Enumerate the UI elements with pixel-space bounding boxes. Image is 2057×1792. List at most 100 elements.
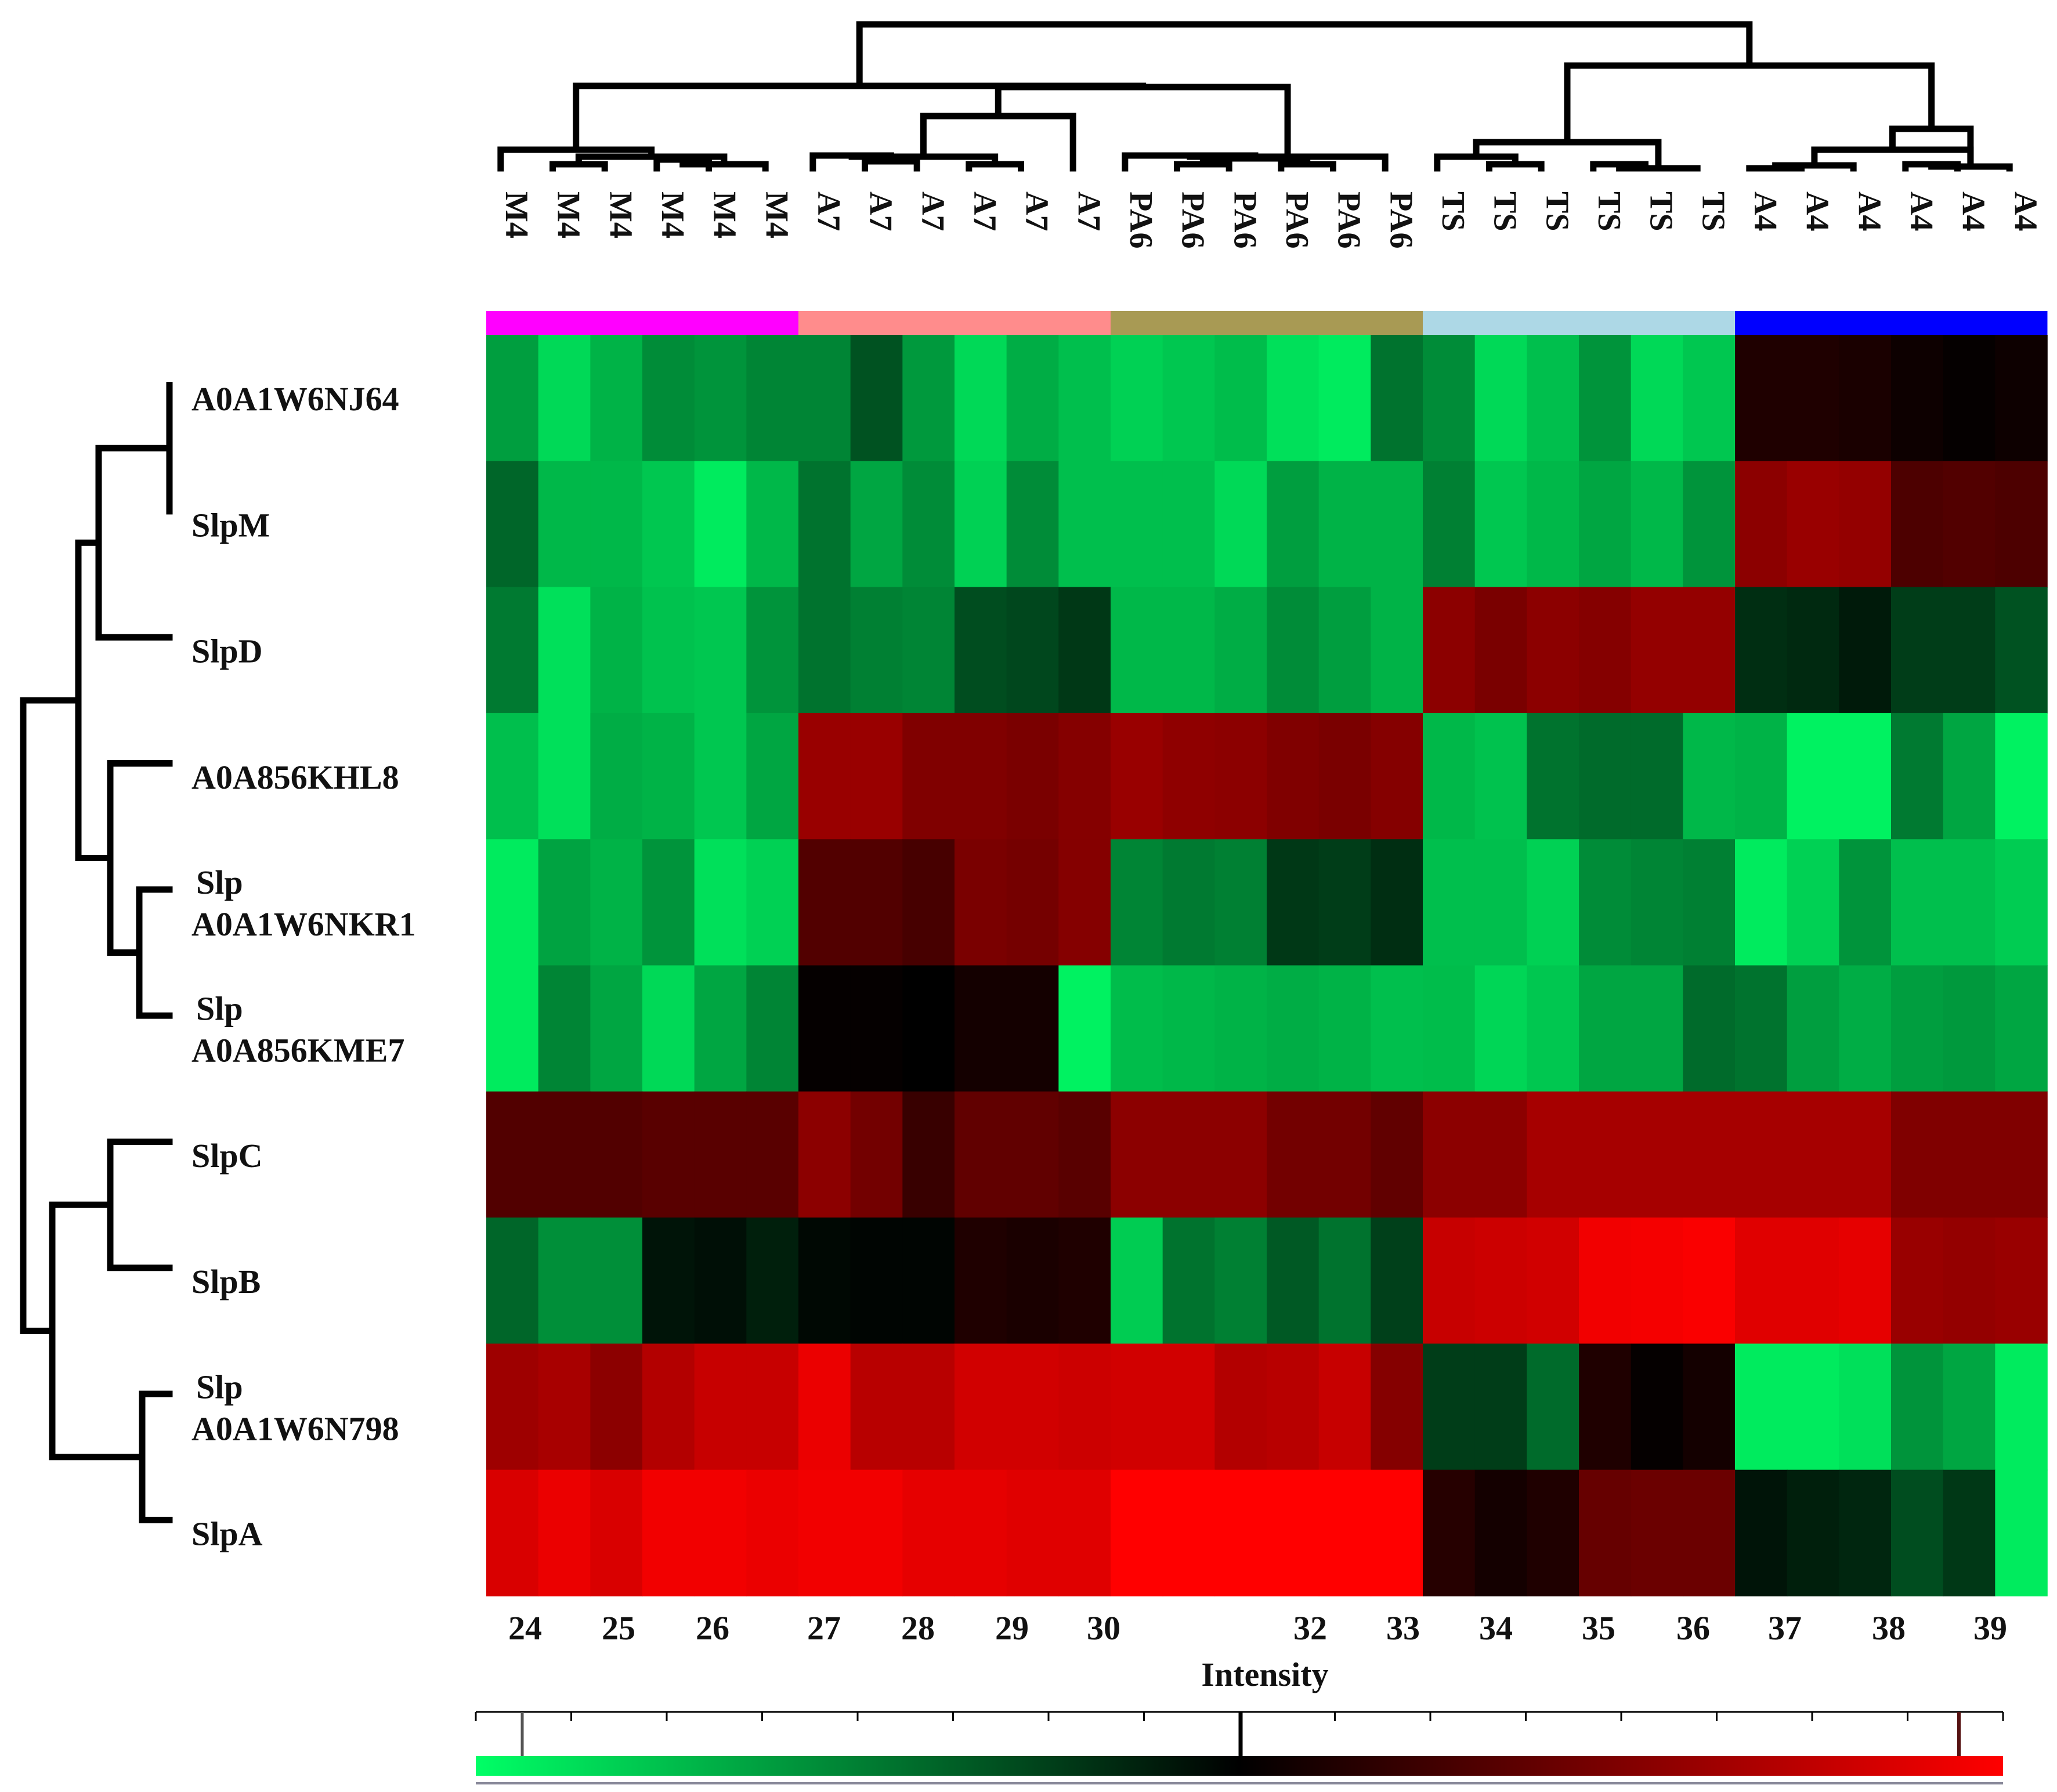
heatmap-cell [1579,587,1632,714]
heatmap-cell [1891,1343,1944,1471]
heatmap-cell [1839,1091,1892,1218]
row-label: A0A856KME7 [191,1031,404,1069]
heatmap-cell [486,1091,539,1218]
heatmap-cell [538,1469,591,1596]
heatmap-cell [1006,335,1060,462]
row-label: A0A1W6N798 [191,1410,399,1447]
heatmap-cell [1474,965,1528,1092]
column-label: PA6 [1279,192,1315,249]
heatmap-cell [798,1469,851,1596]
heatmap-cell [1891,1217,1944,1345]
heatmap-cell [590,713,643,840]
heatmap-cell [642,1469,695,1596]
heatmap-cell [1006,713,1060,840]
heatmap-cell [1995,1091,2048,1218]
heatmap-cell [746,1469,799,1596]
heatmap-cell [1162,461,1216,588]
heatmap-cell [1371,839,1423,966]
x-tick-label: 38 [1872,1609,1906,1647]
heatmap-cell [1371,461,1423,588]
heatmap-cell [1683,1343,1736,1471]
x-tick-label: 30 [1087,1609,1120,1647]
heatmap-cell [1787,713,1840,840]
heatmap-cell [850,587,903,714]
group-color-bar [486,311,2048,335]
heatmap-cell [1891,1469,1944,1596]
heatmap-cell [1995,1217,2048,1345]
heatmap-cell [1527,1217,1579,1345]
heatmap-cell [1527,1469,1579,1596]
heatmap-cell [694,965,747,1092]
heatmap-cell [1943,1469,1996,1596]
row-label: Slp [196,1368,243,1406]
heatmap-cell [1527,1343,1579,1471]
heatmap-cell [486,1469,539,1596]
heatmap-cell [1735,461,1788,588]
column-label: A7 [914,192,950,231]
heatmap-cell [642,965,695,1092]
heatmap-cell [1787,1091,1840,1218]
heatmap-cell [1371,587,1423,714]
heatmap-cell [590,839,643,966]
heatmap-cell [590,587,643,714]
heatmap-cell [1058,965,1111,1092]
heatmap-cell [1267,1217,1319,1345]
heatmap-cell [590,965,643,1092]
column-dendrogram-branch [1616,161,1701,172]
heatmap-cell [1006,839,1060,966]
heatmap-cell [1006,1091,1060,1218]
x-tick-label: 25 [602,1609,635,1647]
heatmap-cell [798,965,851,1092]
heatmap-cell [1318,1217,1372,1345]
heatmap-cell [1527,839,1579,966]
heatmap-cell [694,335,747,462]
heatmap-cell [1839,461,1892,588]
heatmap-cell [902,1343,955,1471]
heatmap-cell [1423,965,1476,1092]
heatmap-cell [1474,839,1528,966]
heatmap-cell [1995,587,2048,714]
heatmap-cell [1214,839,1267,966]
heatmap-cell [1111,713,1163,840]
heatmap-cell [538,461,591,588]
color-scale-bar [476,1756,2003,1776]
heatmap-cell [1631,1469,1684,1596]
heatmap-cell [1579,335,1632,462]
heatmap-cell [1527,965,1579,1092]
heatmap-cell [1318,587,1372,714]
heatmap-cell [1683,713,1736,840]
row-labels: A0A1W6NJ64 SlpM SlpD A0A856KHL8 Slp A0A1W6NKR… [191,380,416,1553]
heatmap-cell [850,461,903,588]
heatmap-cell [1735,1343,1788,1471]
group-bar-a7 [798,311,1111,335]
heatmap-cell [1527,587,1579,714]
heatmap-cell [642,1343,695,1471]
heatmap-cell [1058,461,1111,588]
group-bar-a4 [1735,311,2048,335]
heatmap-cell [1735,965,1788,1092]
heatmap-cell [1058,1469,1111,1596]
heatmap-cell [1787,1469,1840,1596]
heatmap-cell [1943,335,1996,462]
heatmap-cell [1058,839,1111,966]
row-label: SlpB [191,1263,261,1300]
heatmap-cell [1995,713,2048,840]
heatmap-cell [1474,587,1528,714]
heatmap-cell [1683,335,1736,462]
x-tick-label: 32 [1293,1609,1327,1647]
heatmap-cell [1735,587,1788,714]
x-tick-label: 37 [1768,1609,1802,1647]
column-label: M4 [498,192,534,239]
column-label: TS [1695,192,1731,232]
heatmap-cell [902,335,955,462]
row-label: SlpD [191,633,263,670]
heatmap-cell [1006,461,1060,588]
column-label: M4 [551,192,587,239]
heatmap-cell [1423,839,1476,966]
heatmap-cell [1111,335,1163,462]
heatmap-cell [850,1343,903,1471]
heatmap-cell [1058,1343,1111,1471]
heatmap-cell [694,713,747,840]
heatmap-cell [1058,335,1111,462]
heatmap-cell [538,335,591,462]
